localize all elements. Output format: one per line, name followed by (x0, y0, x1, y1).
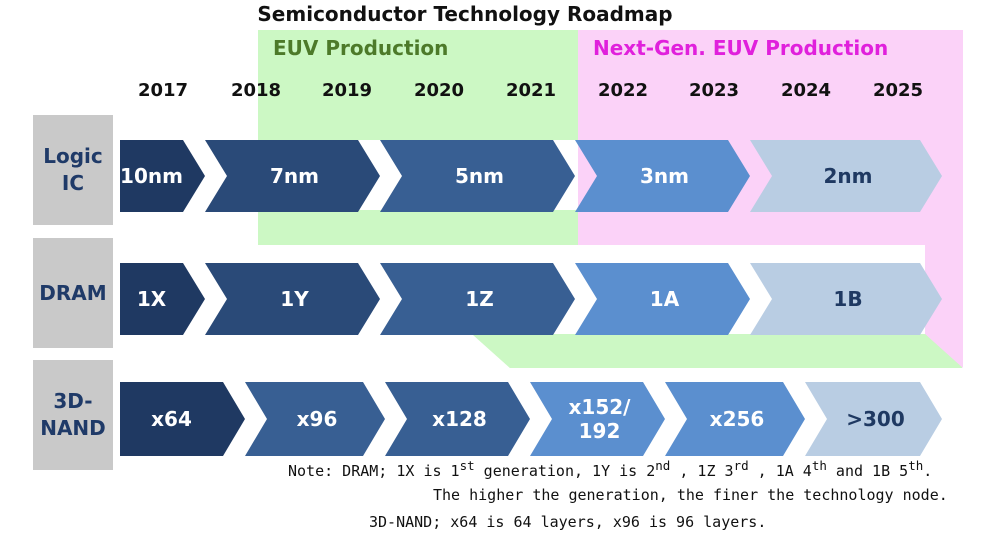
year-label: 2025 (872, 80, 924, 101)
node-arrow (120, 263, 205, 335)
year-label: 2019 (321, 80, 373, 101)
node-arrow (750, 140, 942, 212)
node-arrow (665, 382, 805, 456)
node-label: 10nm (120, 164, 183, 188)
node-label: 1B (833, 287, 862, 311)
node-label: 2nm (824, 164, 873, 188)
year-label: 2024 (780, 80, 832, 101)
node-arrow (530, 382, 665, 456)
euv-band-connector-1 (258, 210, 578, 245)
node-label: x96 (297, 407, 338, 431)
node-arrow (575, 140, 750, 212)
node-label: x152/192 (569, 395, 632, 443)
node-label: 5nm (455, 164, 504, 188)
euv-band (258, 30, 578, 140)
node-label: 1Y (280, 287, 309, 311)
node-label: 3nm (640, 164, 689, 188)
node-arrow (805, 382, 942, 456)
row-label-dram: DRAM (33, 238, 113, 348)
euv-band-connector-2-top (472, 334, 962, 368)
euv-band-label: EUV Production (273, 36, 449, 60)
node-label: 1X (137, 287, 167, 311)
node-arrow (750, 263, 942, 335)
node-arrow (120, 140, 205, 212)
year-label: 2021 (505, 80, 557, 101)
node-label: 1Z (465, 287, 493, 311)
node-arrow (380, 140, 575, 212)
node-arrow (575, 263, 750, 335)
node-arrow (205, 140, 380, 212)
year-label: 2022 (597, 80, 649, 101)
row-label-logic-ic: Logic IC (33, 115, 113, 225)
node-arrow (245, 382, 385, 456)
node-arrow (380, 263, 575, 335)
node-arrow (120, 382, 245, 456)
year-label: 2018 (230, 80, 282, 101)
node-label: >300 (846, 407, 905, 431)
note-line-1: Note: DRAM; 1X is 1st generation, 1Y is … (288, 458, 933, 480)
row-label-3d-nand: 3D- NAND (33, 360, 113, 470)
note-line-2: The higher the generation, the finer the… (433, 486, 948, 504)
node-arrow (385, 382, 530, 456)
node-label: x128 (432, 407, 487, 431)
node-label: 7nm (270, 164, 319, 188)
node-label: x64 (151, 407, 192, 431)
year-label: 2017 (137, 80, 189, 101)
note-line-3: 3D-NAND; x64 is 64 layers, x96 is 96 lay… (369, 513, 767, 531)
node-label: 1A (650, 287, 680, 311)
node-label: x256 (710, 407, 765, 431)
year-label: 2023 (688, 80, 740, 101)
node-arrow (205, 263, 380, 335)
diagram-title: Semiconductor Technology Roadmap (257, 2, 673, 26)
next-gen-band-label: Next-Gen. EUV Production (593, 36, 889, 60)
year-label: 2020 (413, 80, 465, 101)
